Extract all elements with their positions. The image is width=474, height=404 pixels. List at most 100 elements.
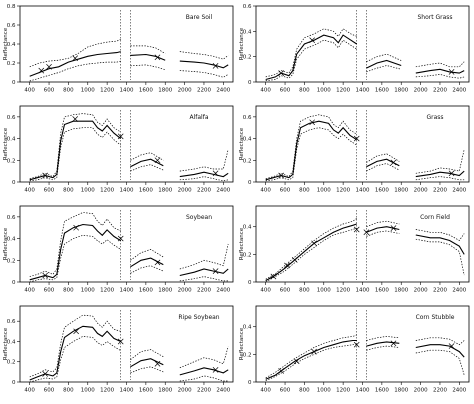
series-lower-line [179,176,229,182]
x-tick-label: 2400 [216,188,230,194]
x-tick-label: 1600 [375,88,389,94]
x-tick-label: 800 [63,188,74,194]
y-tick-label: 0 [12,280,16,286]
x-tick-label: 400 [24,188,35,194]
marker-stroke [72,116,79,122]
sample-marker [448,170,455,177]
y-tick-label: 0 [248,180,252,186]
sample-marker [42,272,49,279]
y-tick-label: 0.2 [243,55,252,61]
x-tick-label: 1000 [81,288,95,294]
x-tick-label: 1200 [336,188,350,194]
marker-stroke [212,63,219,69]
series-upper-line [179,243,229,270]
series-lower-line [130,366,164,374]
series-lower-line [415,238,465,276]
series-mean-line [179,268,229,277]
marker-stroke [46,63,52,70]
y-tick-label: 0 [248,280,252,286]
series-upper-line [415,229,465,241]
marker-stroke [117,133,124,140]
x-tick-label: 2000 [414,388,428,394]
series-lower-line [415,176,465,181]
x-tick-label: 1200 [100,188,114,194]
series-lower-line [265,39,357,82]
sample-marker [293,358,300,365]
x-tick-label: 1600 [375,388,389,394]
x-tick-label: 800 [299,388,310,394]
marker-stroke [42,272,49,279]
y-tick-label: 0.4 [7,42,16,48]
sample-marker [390,340,397,347]
panel-soybean: Soybean Reflectance 400 600 800 1000 1200 1400 1… [3,205,234,294]
x-tick-label: 2400 [216,88,230,94]
sample-marker [311,348,317,355]
x-tick-label: 1000 [81,188,95,194]
y-tick-label: 0.2 [243,252,252,258]
x-tick-label: 1800 [394,88,408,94]
series-upper-line [29,314,121,378]
y-tick-label: 0.6 [7,115,16,121]
x-tick-label: 1000 [317,388,331,394]
x-tick-label: 1200 [100,388,114,394]
series-mean-line [29,223,121,281]
sample-marker [38,67,45,74]
y-axis-label: Reflectance [239,27,245,60]
x-tick-label: 1800 [158,188,172,194]
series-mean-line [415,170,465,178]
series-upper-line [415,61,465,68]
x-tick-label: 2400 [452,88,466,94]
x-tick-label: 1200 [100,88,114,94]
panel-alfalfa: Alfalfa Reflectance 400 600 800 1000 1200 1400 1… [3,105,234,194]
x-tick-label: 1400 [120,388,134,394]
sample-marker [73,224,80,231]
panel-short-grass: Short Grass Reflectance 400 600 800 1000 1200 1… [239,4,470,94]
series-lower-line [29,60,121,82]
panel-title: Corn Stubble [416,314,455,321]
x-tick-label: 1200 [336,88,350,94]
x-tick-label: 2200 [433,188,447,194]
x-tick-label: 2000 [178,88,192,94]
x-tick-label: 1400 [356,288,370,294]
y-tick-label: 0 [12,380,16,386]
marker-stroke [117,235,124,242]
x-tick-label: 800 [299,288,310,294]
x-tick-label: 600 [44,88,55,94]
x-tick-label: 400 [260,88,271,94]
x-tick-label: 1400 [356,88,370,94]
y-tick-label: 0.4 [243,29,252,35]
marker-stroke [278,172,285,179]
series-lower-line [415,74,465,79]
y-axis-label: Reflectance [3,27,9,60]
x-tick-label: 1600 [139,188,153,194]
series-mean-line [179,171,229,178]
x-tick-label: 2000 [414,88,428,94]
sample-marker [390,225,397,231]
y-tick-label: 0 [248,380,252,386]
y-tick-label: 0.2 [7,158,16,164]
x-tick-label: 1600 [139,288,153,294]
sample-marker [154,360,161,367]
series-mean-line [179,367,229,376]
series-mean-line [29,325,121,381]
x-tick-label: 400 [260,288,271,294]
x-tick-label: 600 [280,288,291,294]
x-tick-label: 800 [63,388,74,394]
series-mean-line [265,120,357,181]
x-tick-label: 2400 [452,388,466,394]
series-mean-line [415,344,465,358]
marker-stroke [309,37,316,44]
x-tick-label: 2200 [433,88,447,94]
marker-stroke [363,229,370,236]
marker-stroke [311,348,317,355]
marker-stroke [117,338,124,345]
sample-marker [448,343,455,349]
marker-stroke [154,54,161,61]
x-tick-label: 2000 [178,388,192,394]
series-upper-line [366,220,400,228]
y-tick-label: 0.4 [7,339,16,345]
x-tick-label: 400 [260,388,271,394]
marker-stroke [390,159,397,166]
y-tick-label: 0 [12,180,16,186]
x-tick-label: 2200 [433,388,447,394]
